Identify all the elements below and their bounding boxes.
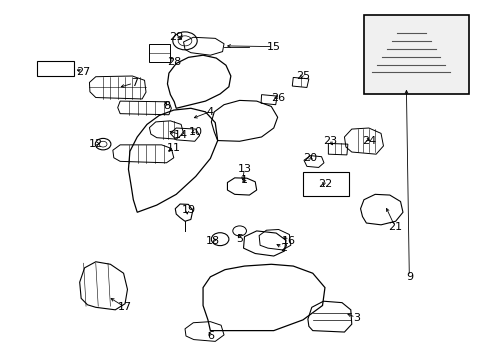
Text: 11: 11 xyxy=(166,143,181,153)
Text: 13: 13 xyxy=(237,164,251,174)
Bar xyxy=(149,44,169,62)
Text: 9: 9 xyxy=(406,272,413,282)
Text: 2: 2 xyxy=(279,243,286,253)
Text: 20: 20 xyxy=(303,153,317,163)
Text: 17: 17 xyxy=(118,302,132,312)
Text: 7: 7 xyxy=(131,78,138,88)
Text: 27: 27 xyxy=(76,67,91,77)
Text: 14: 14 xyxy=(174,130,188,140)
Text: 5: 5 xyxy=(236,234,243,244)
Text: 25: 25 xyxy=(295,71,309,81)
Text: 3: 3 xyxy=(352,313,360,323)
Text: 8: 8 xyxy=(163,102,170,112)
Text: 28: 28 xyxy=(166,57,181,67)
Text: 26: 26 xyxy=(271,93,285,103)
Text: 16: 16 xyxy=(281,236,295,246)
Bar xyxy=(37,61,74,76)
Text: 24: 24 xyxy=(361,136,375,145)
Text: 19: 19 xyxy=(181,206,195,216)
Text: 4: 4 xyxy=(206,107,213,117)
Text: 21: 21 xyxy=(388,222,402,231)
Text: 12: 12 xyxy=(88,139,102,149)
Text: 18: 18 xyxy=(205,236,220,246)
Text: 22: 22 xyxy=(317,179,331,189)
Text: 23: 23 xyxy=(322,136,336,145)
Text: 29: 29 xyxy=(169,32,183,41)
Text: 15: 15 xyxy=(266,42,280,52)
Text: 1: 1 xyxy=(241,175,247,185)
Bar xyxy=(363,15,468,94)
Bar xyxy=(303,172,348,196)
Text: 10: 10 xyxy=(188,127,203,136)
Text: 6: 6 xyxy=(206,331,213,341)
